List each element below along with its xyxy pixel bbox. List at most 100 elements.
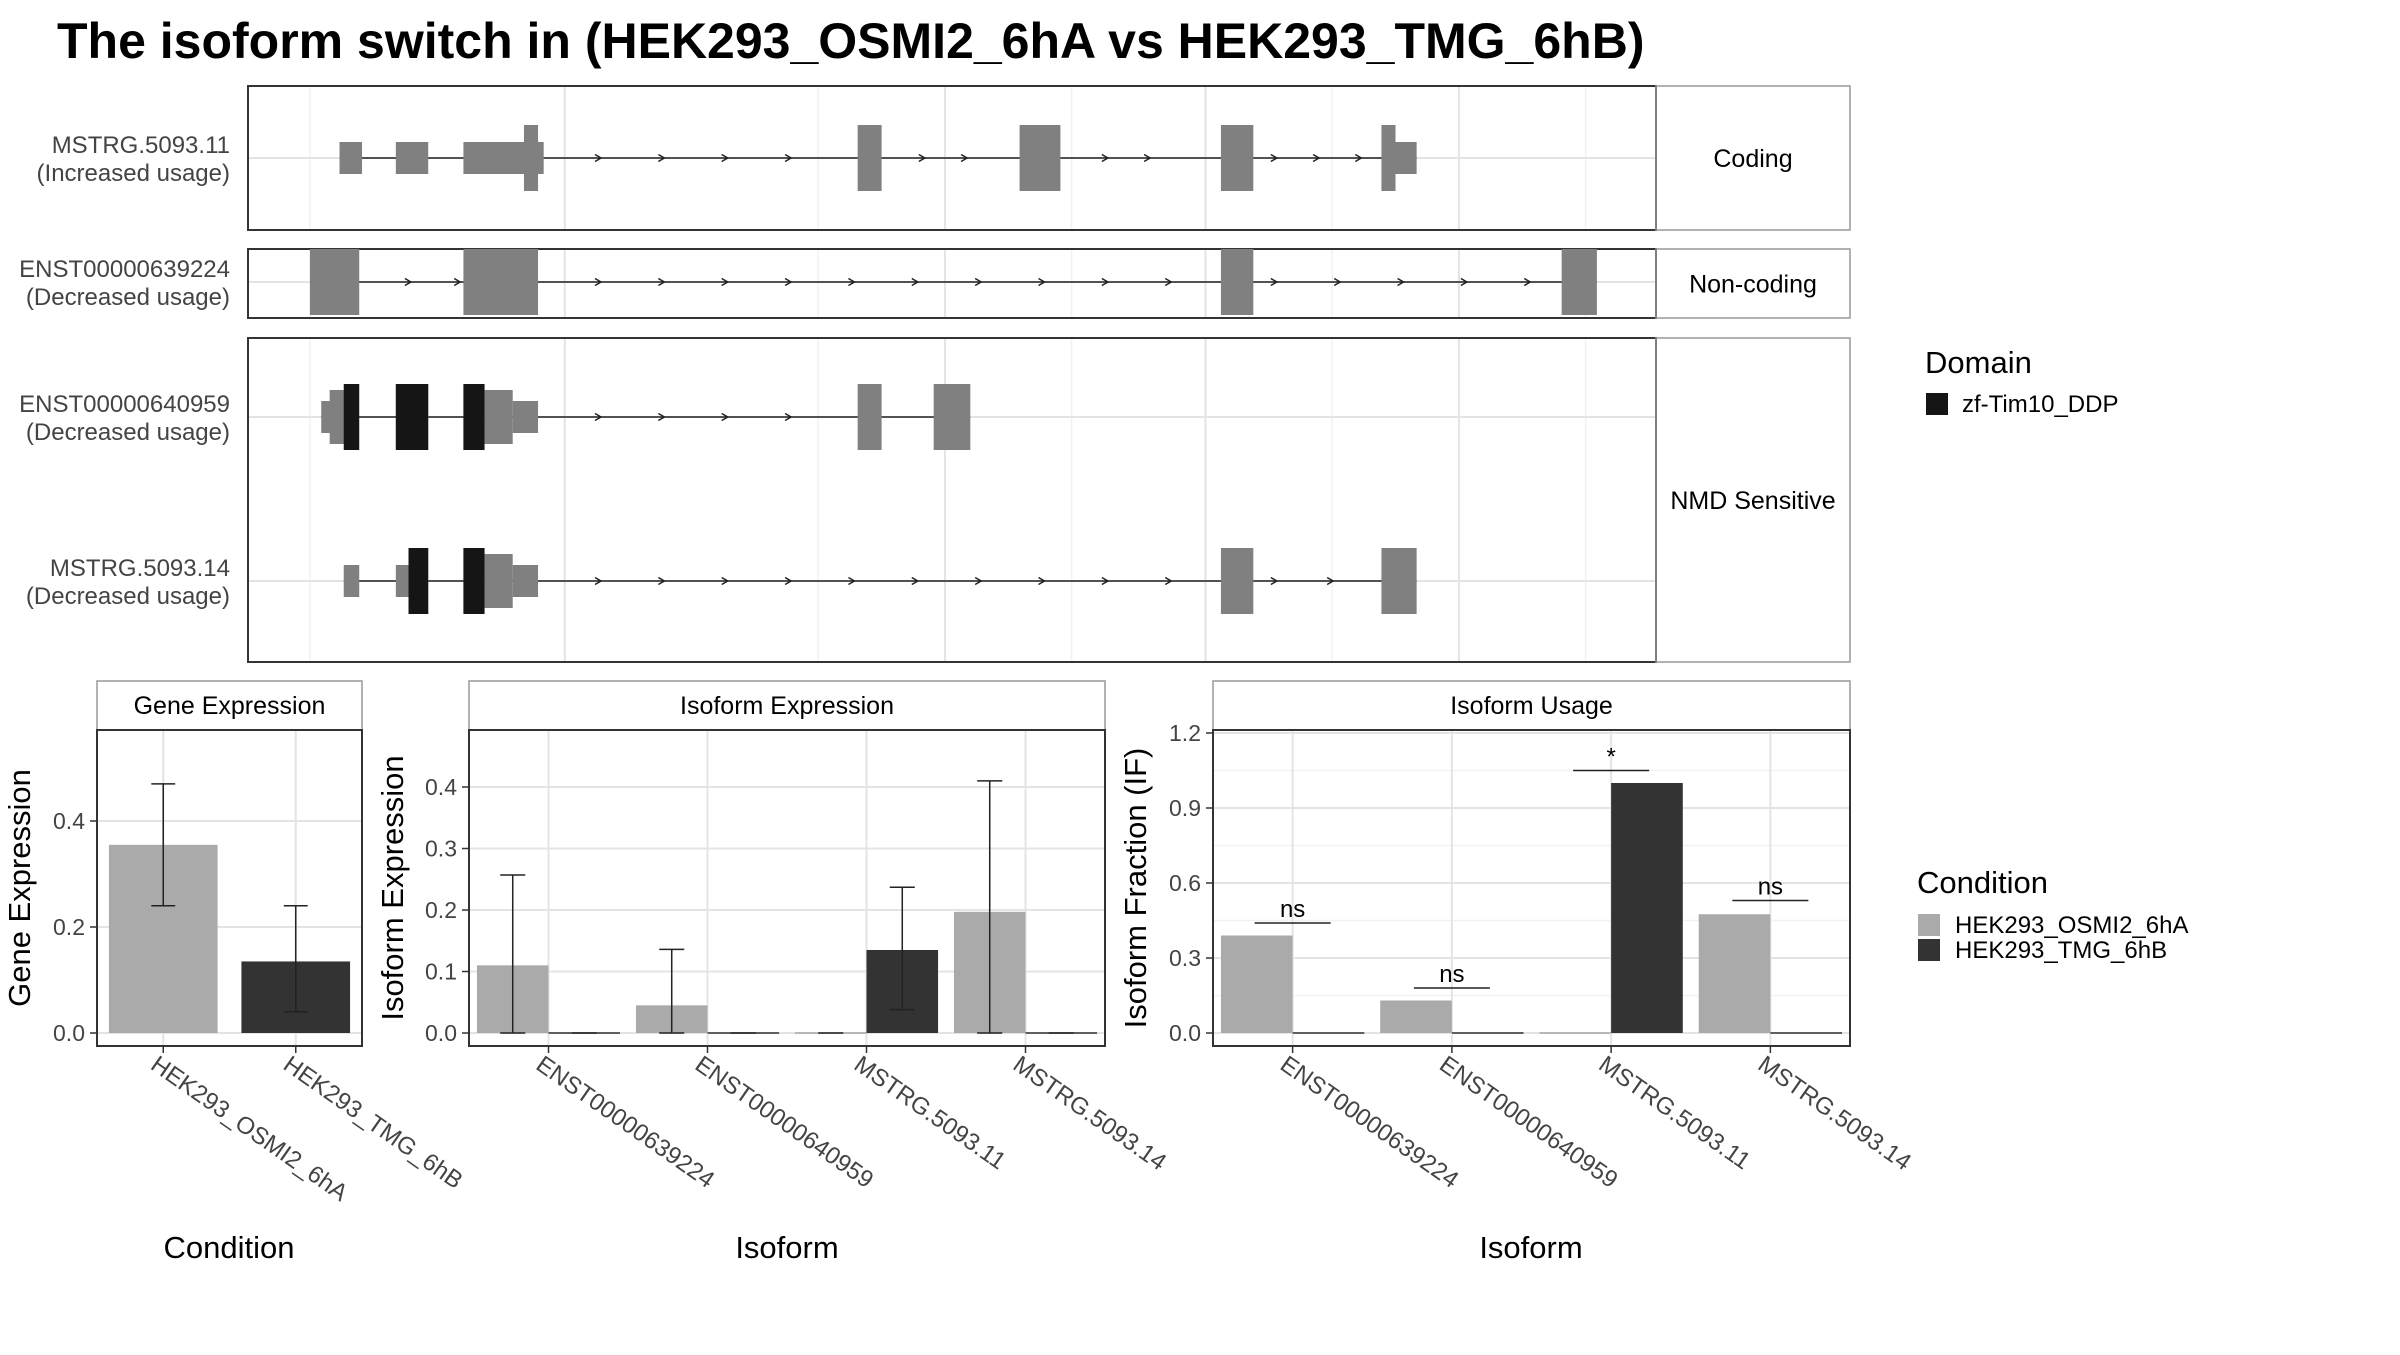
panel-border bbox=[1212, 729, 1851, 1047]
exon bbox=[1395, 142, 1417, 174]
bar-chart-panel: Isoform Expression0.00.10.20.30.4ENST000… bbox=[375, 680, 1171, 1265]
condition-legend-swatch-a bbox=[1918, 914, 1940, 936]
exon bbox=[523, 125, 539, 191]
y-tick-label: 0.2 bbox=[53, 914, 85, 940]
y-tick-label: 0.0 bbox=[1169, 1020, 1201, 1046]
transcript-usage: (Decreased usage) bbox=[26, 583, 230, 610]
exon bbox=[395, 142, 429, 174]
intron-arrow bbox=[721, 412, 730, 422]
condition-legend-label-a: HEK293_OSMI2_6hA bbox=[1955, 912, 2188, 939]
intron-arrow bbox=[453, 277, 462, 287]
exon bbox=[395, 565, 410, 597]
condition-legend-swatch-b bbox=[1918, 939, 1940, 961]
significance-label: ns bbox=[1280, 896, 1305, 923]
bar bbox=[1380, 1000, 1452, 1033]
exon bbox=[1381, 548, 1417, 614]
x-tick-label: MSTRG.5093.11 bbox=[849, 1051, 1011, 1175]
intron-arrow bbox=[1038, 576, 1047, 586]
group-strip bbox=[1655, 248, 1851, 319]
exon bbox=[339, 142, 363, 174]
x-axis-label: Condition bbox=[164, 1230, 295, 1265]
exon bbox=[309, 249, 360, 315]
intron-arrow bbox=[1270, 277, 1279, 287]
transcript-structure-plot: Coding Non-coding NMD Sensitive MSTRG.5093.… bbox=[19, 85, 1851, 663]
panel-strip-label: Isoform Usage bbox=[1450, 692, 1613, 720]
transcript-id: MSTRG.5093.11 bbox=[52, 132, 230, 159]
group-strip bbox=[1655, 85, 1851, 231]
bar-chart-panel: Isoform Usagensns*ns0.00.30.60.91.2ENST0… bbox=[1118, 680, 1916, 1265]
bar bbox=[1611, 783, 1683, 1033]
intron-arrow bbox=[848, 277, 856, 287]
panel-border bbox=[468, 729, 1106, 1047]
intron-arrow bbox=[1354, 153, 1363, 163]
intron-arrow bbox=[657, 277, 666, 287]
panel-strip-label: Gene Expression bbox=[134, 692, 326, 720]
y-tick-label: 0.0 bbox=[53, 1020, 85, 1046]
bar bbox=[1220, 935, 1293, 1033]
intron-arrow bbox=[1397, 277, 1406, 287]
significance-label: ns bbox=[1758, 874, 1783, 901]
intron-arrow bbox=[1312, 153, 1321, 163]
y-tick-label: 0.4 bbox=[53, 808, 85, 834]
y-tick-label: 0.3 bbox=[1169, 945, 1201, 971]
intron-arrow bbox=[1164, 576, 1173, 586]
intron-arrow bbox=[1101, 576, 1110, 586]
domain-legend-label: zf-Tim10_DDP bbox=[1962, 391, 2118, 418]
y-tick-label: 0.0 bbox=[425, 1020, 457, 1046]
intron-arrow bbox=[1460, 277, 1469, 287]
significance-label: * bbox=[1606, 744, 1615, 771]
y-tick-label: 0.6 bbox=[1169, 870, 1201, 896]
intron-arrow bbox=[594, 576, 603, 586]
intron-arrow bbox=[918, 153, 927, 163]
intron-arrow bbox=[1333, 277, 1342, 287]
condition-legend-title: Condition bbox=[1917, 865, 2048, 900]
intron-arrow bbox=[1270, 576, 1279, 586]
figure-title: The isoform switch in (HEK293_OSMI2_6hA … bbox=[57, 13, 1644, 69]
condition-legend-label-b: HEK293_TMG_6hB bbox=[1955, 937, 2167, 964]
group-strip bbox=[1655, 337, 1851, 663]
intron-arrow bbox=[974, 576, 983, 586]
intron-arrow bbox=[848, 576, 856, 586]
exon bbox=[857, 384, 882, 450]
exon bbox=[1220, 125, 1254, 191]
exon bbox=[343, 565, 360, 597]
expression-bar-charts: Gene Expression0.00.20.4HEK293_OSMI2_6hA… bbox=[2, 680, 1916, 1265]
exon bbox=[512, 401, 539, 433]
intron-arrow bbox=[594, 277, 603, 287]
significance-label: ns bbox=[1439, 961, 1464, 988]
intron-arrow bbox=[657, 576, 666, 586]
x-tick-label: MSTRG.5093.14 bbox=[1008, 1051, 1171, 1176]
y-tick-label: 0.9 bbox=[1169, 795, 1201, 821]
intron-arrow bbox=[784, 576, 793, 586]
exon bbox=[1381, 125, 1396, 191]
domain-block bbox=[395, 384, 429, 450]
intron-arrow bbox=[1164, 277, 1173, 287]
x-tick-label: MSTRG.5093.14 bbox=[1753, 1051, 1916, 1176]
y-tick-label: 0.1 bbox=[425, 959, 457, 985]
intron-arrow bbox=[594, 412, 603, 422]
transcript-id: MSTRG.5093.14 bbox=[50, 555, 230, 582]
condition-legend: Condition HEK293_OSMI2_6hA HEK293_TMG_6h… bbox=[1917, 865, 2188, 964]
exon bbox=[933, 384, 971, 450]
exon bbox=[857, 125, 882, 191]
transcript-row: MSTRG.5093.14(Decreased usage) bbox=[26, 548, 1417, 614]
intron-arrow bbox=[1038, 277, 1047, 287]
intron-arrow bbox=[1326, 576, 1335, 586]
x-axis-label: Isoform bbox=[735, 1230, 838, 1265]
exon bbox=[484, 554, 513, 608]
intron-arrow bbox=[1270, 153, 1279, 163]
domain-legend: Domain zf-Tim10_DDP bbox=[1925, 345, 2118, 418]
intron-arrow bbox=[404, 277, 413, 287]
intron-arrow bbox=[721, 153, 730, 163]
y-tick-label: 1.2 bbox=[1169, 720, 1201, 746]
transcript-usage: (Decreased usage) bbox=[26, 284, 230, 311]
transcript-usage: (Decreased usage) bbox=[26, 419, 230, 446]
intron-arrow bbox=[960, 153, 969, 163]
exon bbox=[1220, 249, 1254, 315]
intron-arrow bbox=[657, 412, 666, 422]
intron-arrow bbox=[1523, 277, 1532, 287]
domain-block bbox=[463, 548, 485, 614]
transcript-row: MSTRG.5093.11(Increased usage) bbox=[37, 125, 1417, 191]
transcript-panel-border bbox=[247, 248, 1657, 319]
